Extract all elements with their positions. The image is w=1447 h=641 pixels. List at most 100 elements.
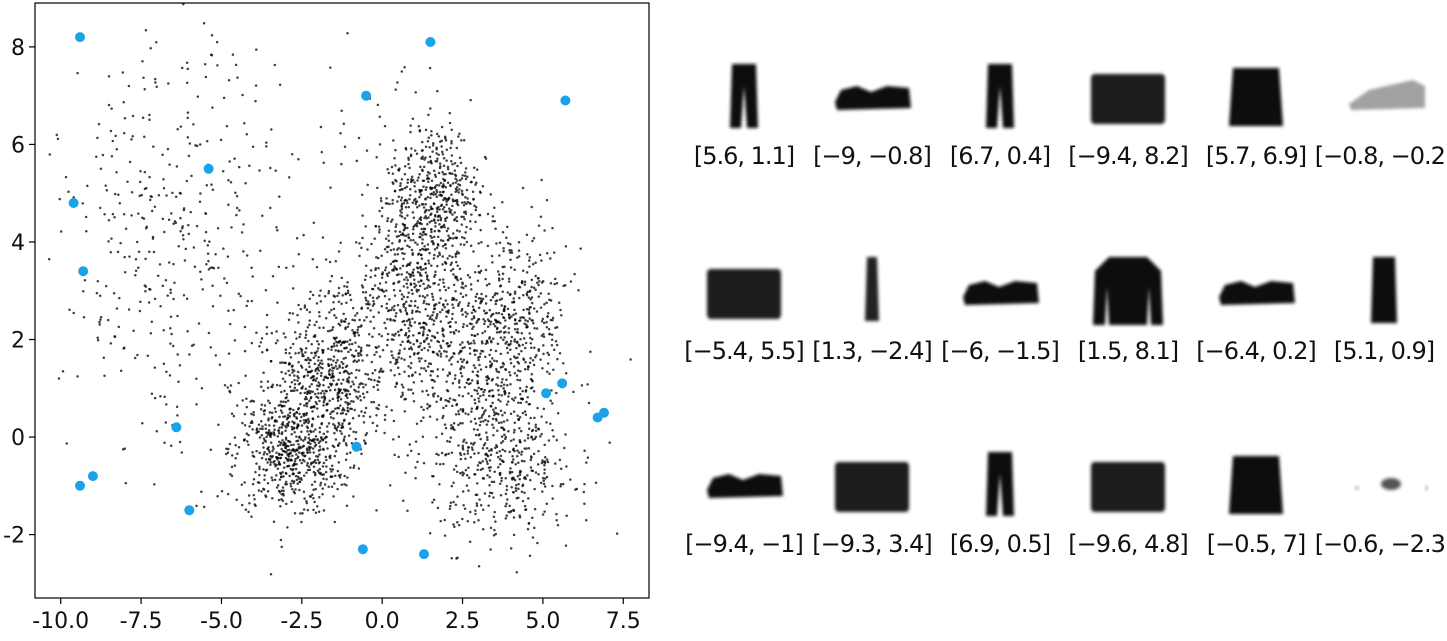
encoded-point: [449, 172, 452, 175]
encoded-point: [254, 470, 257, 474]
encoded-point: [441, 239, 445, 243]
encoded-point: [441, 245, 445, 248]
encoded-point: [391, 218, 394, 221]
sampled-point: [361, 90, 372, 101]
encoded-point: [482, 393, 485, 397]
encoded-point: [358, 242, 361, 245]
encoded-point: [65, 442, 68, 445]
encoded-point: [472, 339, 476, 343]
encoded-point: [549, 318, 553, 322]
encoded-point: [353, 319, 357, 322]
encoded-point: [445, 355, 448, 358]
encoded-point: [440, 203, 444, 207]
encoded-point: [380, 334, 384, 338]
encoded-point: [518, 477, 521, 481]
encoded-point: [503, 336, 506, 339]
encoded-point: [266, 482, 270, 485]
encoded-point: [507, 280, 511, 283]
encoded-point: [554, 462, 557, 465]
encoded-point: [478, 363, 481, 367]
encoded-point: [388, 202, 391, 206]
encoded-point: [494, 446, 497, 450]
encoded-point: [111, 212, 115, 216]
encoded-point: [580, 384, 584, 387]
encoded-point: [383, 413, 387, 417]
encoded-point: [131, 114, 135, 118]
encoded-point: [409, 341, 412, 344]
encoded-point: [555, 391, 558, 395]
encoded-point: [146, 354, 150, 358]
encoded-point: [250, 515, 253, 518]
encoded-point: [178, 364, 182, 367]
encoded-point: [462, 204, 466, 207]
encoded-point: [508, 316, 511, 319]
encoded-point: [441, 185, 444, 188]
encoded-point: [332, 342, 336, 345]
encoded-point: [441, 208, 445, 211]
encoded-point: [96, 336, 99, 339]
encoded-point: [433, 248, 437, 251]
encoded-point: [513, 338, 516, 341]
encoded-point: [543, 302, 546, 306]
encoded-point: [118, 202, 122, 205]
encoded-point: [319, 125, 323, 129]
encoded-point: [512, 297, 515, 300]
encoded-point: [450, 142, 453, 145]
encoded-point: [466, 378, 470, 381]
encoded-point: [153, 297, 157, 301]
encoded-point: [86, 184, 89, 188]
encoded-point: [526, 527, 530, 531]
encoded-point: [325, 465, 328, 468]
encoded-point: [474, 205, 478, 209]
encoded-point: [414, 91, 417, 94]
encoded-point: [426, 294, 429, 297]
encoded-point: [455, 470, 459, 474]
encoded-point: [339, 241, 342, 244]
encoded-point: [490, 254, 494, 258]
encoded-point: [528, 256, 532, 259]
encoded-point: [486, 325, 490, 328]
encoded-point: [453, 162, 457, 165]
encoded-point: [288, 411, 292, 415]
decoded-cell: [5.7, 6.9]: [1192, 40, 1320, 190]
encoded-point: [509, 361, 513, 365]
encoded-point: [410, 361, 413, 365]
encoded-point: [436, 235, 440, 239]
encoded-point: [292, 369, 296, 372]
encoded-point: [436, 157, 439, 160]
encoded-point: [502, 331, 506, 334]
encoded-point: [516, 449, 519, 452]
encoded-point: [292, 467, 295, 471]
encoded-point: [245, 405, 249, 409]
encoded-point: [517, 418, 520, 422]
encoded-point: [525, 385, 528, 389]
encoded-point: [324, 470, 328, 474]
encoded-point: [173, 220, 177, 223]
encoded-point: [357, 390, 360, 393]
encoded-point: [243, 349, 247, 353]
encoded-point: [488, 353, 491, 357]
encoded-point: [417, 280, 420, 284]
encoded-point: [476, 319, 479, 323]
encoded-point: [470, 288, 473, 291]
encoded-point: [495, 242, 498, 245]
encoded-point: [295, 453, 298, 456]
encoded-point: [296, 370, 300, 374]
encoded-point: [462, 286, 465, 290]
encoded-point: [128, 255, 131, 258]
encoded-point: [372, 315, 375, 319]
encoded-point: [254, 99, 257, 103]
encoded-point: [451, 427, 455, 430]
encoded-point: [546, 315, 549, 318]
encoded-point: [278, 440, 281, 444]
encoded-point: [403, 217, 407, 220]
encoded-point: [477, 565, 481, 568]
encoded-point: [352, 430, 355, 434]
encoded-point: [430, 339, 433, 342]
encoded-point: [419, 265, 422, 269]
encoded-point: [325, 376, 328, 380]
encoded-point: [166, 294, 169, 297]
encoded-point: [503, 305, 507, 308]
encoded-point: [394, 225, 398, 229]
